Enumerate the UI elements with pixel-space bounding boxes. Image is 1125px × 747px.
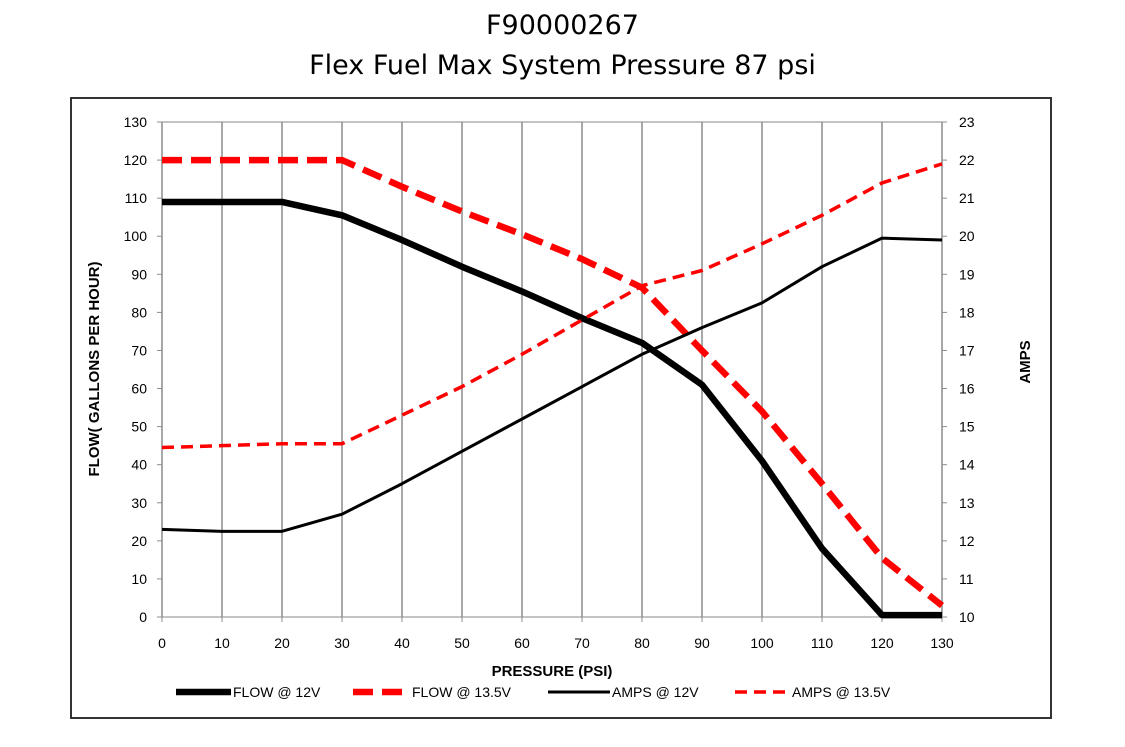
series-line-2 xyxy=(162,156,945,609)
y-tick-label: 40 xyxy=(131,457,147,473)
series-line-3 xyxy=(161,236,943,533)
x-tick-label: 70 xyxy=(574,635,590,651)
y2-axis-label: AMPS xyxy=(1017,340,1034,383)
chart-title-line-1: F90000267 xyxy=(486,10,639,41)
y-tick-label: 30 xyxy=(131,495,147,511)
y2-tick-label: 12 xyxy=(959,533,975,549)
series-line-1 xyxy=(162,198,942,619)
x-tick-label: 80 xyxy=(634,635,650,651)
y-tick-label: 100 xyxy=(124,228,148,244)
y-tick-label: 50 xyxy=(131,419,147,435)
x-tick-label: 120 xyxy=(870,635,894,651)
y-tick-label: 120 xyxy=(124,152,148,168)
series-lines xyxy=(161,156,945,619)
y2-tick-label: 23 xyxy=(959,114,975,130)
legend-label-1: FLOW @ 12V xyxy=(233,684,321,700)
x-tick-label: 90 xyxy=(694,635,710,651)
y-tick-label: 110 xyxy=(125,190,148,206)
x-tick-label: 60 xyxy=(514,635,530,651)
y-tick-label: 80 xyxy=(131,304,147,320)
y2-tick-label: 15 xyxy=(959,419,975,435)
y2-tick-label: 22 xyxy=(959,152,975,168)
chart-frame xyxy=(70,97,1052,719)
y-axis-label: FLOW( GALLONS PER HOUR) xyxy=(86,262,103,477)
grid-lines xyxy=(157,121,947,622)
x-tick-label: 50 xyxy=(454,635,470,651)
y2-tick-label: 20 xyxy=(959,228,975,244)
x-tick-label: 10 xyxy=(214,635,230,651)
y2-tick-label: 19 xyxy=(959,266,975,282)
x-tick-label: 130 xyxy=(930,635,954,651)
x-tick-label: 110 xyxy=(811,635,834,651)
y-tick-label: 20 xyxy=(131,533,147,549)
x-tick-label: 20 xyxy=(274,635,290,651)
x-tick-label: 40 xyxy=(394,635,410,651)
x-tick-label: 0 xyxy=(158,635,166,651)
y2-tick-label: 10 xyxy=(959,609,975,625)
x-tick-label: 30 xyxy=(334,635,350,651)
y-tick-label: 130 xyxy=(124,114,148,130)
y2-tick-label: 14 xyxy=(959,457,975,473)
y-tick-label: 10 xyxy=(131,571,147,587)
y-tick-label: 0 xyxy=(139,609,147,625)
y2-tick-label: 13 xyxy=(959,495,975,511)
x-axis-label: PRESSURE (PSI) xyxy=(492,663,613,680)
legend: FLOW @ 12V FLOW @ 13.5V AMPS @ 12V AMPS @ 1… xyxy=(176,684,891,700)
legend-label-3: AMPS @ 12V xyxy=(612,684,699,700)
chart-title-line-2: Flex Fuel Max System Pressure 87 psi xyxy=(309,50,816,81)
legend-label-2: FLOW @ 13.5V xyxy=(412,684,512,700)
x-tick-label: 100 xyxy=(750,635,774,651)
legend-label-4: AMPS @ 13.5V xyxy=(792,684,891,700)
y2-tick-label: 21 xyxy=(959,190,975,206)
y-tick-label: 90 xyxy=(131,266,147,282)
tick-labels: 0 10 20 30 40 50 60 70 80 90 100 110 120 130 0 10 20 30 40… xyxy=(124,114,975,651)
y2-tick-label: 18 xyxy=(959,304,975,320)
y2-tick-label: 17 xyxy=(959,342,975,358)
y-tick-label: 60 xyxy=(131,381,147,397)
y-tick-label: 70 xyxy=(131,342,147,358)
y2-tick-label: 16 xyxy=(959,381,975,397)
y2-tick-label: 11 xyxy=(959,571,974,587)
